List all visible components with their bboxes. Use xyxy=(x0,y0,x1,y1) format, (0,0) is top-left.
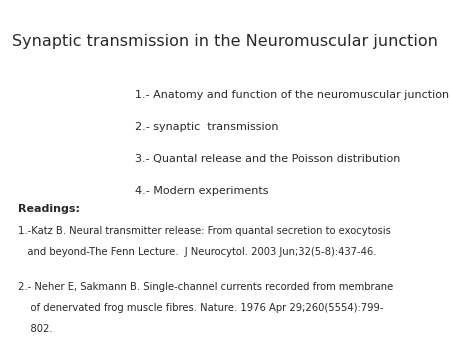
Text: 4.- Modern experiments: 4.- Modern experiments xyxy=(135,186,269,196)
Text: 2.- synaptic  transmission: 2.- synaptic transmission xyxy=(135,122,279,132)
Text: Readings:: Readings: xyxy=(18,204,80,215)
Text: 3.- Quantal release and the Poisson distribution: 3.- Quantal release and the Poisson dist… xyxy=(135,154,401,164)
Text: of denervated frog muscle fibres. Nature. 1976 Apr 29;260(5554):799-: of denervated frog muscle fibres. Nature… xyxy=(18,303,383,313)
Text: and beyond-The Fenn Lecture.  J Neurocytol. 2003 Jun;32(5-8):437-46.: and beyond-The Fenn Lecture. J Neurocyto… xyxy=(18,247,377,258)
Text: 1.-Katz B. Neural transmitter release: From quantal secretion to exocytosis: 1.-Katz B. Neural transmitter release: F… xyxy=(18,226,391,237)
Text: Synaptic transmission in the Neuromuscular junction: Synaptic transmission in the Neuromuscul… xyxy=(12,34,438,49)
Text: 1.- Anatomy and function of the neuromuscular junction: 1.- Anatomy and function of the neuromus… xyxy=(135,90,449,100)
Text: 2.- Neher E, Sakmann B. Single-channel currents recorded from membrane: 2.- Neher E, Sakmann B. Single-channel c… xyxy=(18,282,393,292)
Text: 802.: 802. xyxy=(18,324,53,334)
